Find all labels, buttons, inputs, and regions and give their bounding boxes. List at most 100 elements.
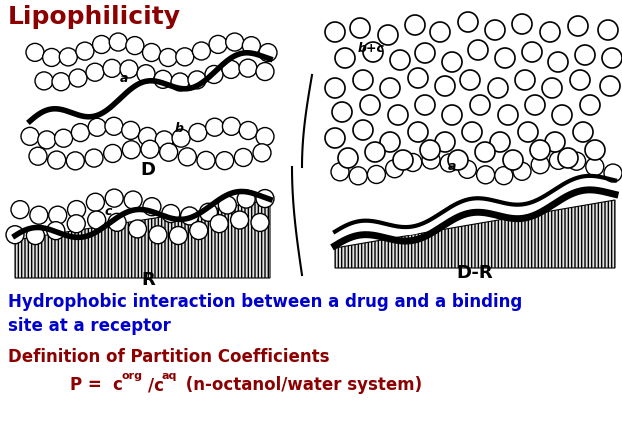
Circle shape [408,122,428,142]
Text: b+c: b+c [358,42,385,55]
Circle shape [129,220,147,238]
Circle shape [602,48,622,68]
Circle shape [600,76,620,96]
Circle shape [180,207,198,225]
Circle shape [109,33,128,51]
Polygon shape [15,200,270,278]
Circle shape [420,140,440,160]
Circle shape [360,95,380,115]
Circle shape [490,132,510,152]
Circle shape [189,123,207,142]
Circle shape [48,151,66,169]
Circle shape [226,33,244,51]
Text: Lipophilicity: Lipophilicity [8,5,181,29]
Circle shape [29,147,47,165]
Circle shape [540,22,560,42]
Circle shape [386,160,404,178]
Circle shape [49,206,67,224]
Circle shape [568,16,588,36]
Circle shape [172,129,190,147]
Circle shape [325,78,345,98]
Circle shape [124,191,142,209]
Circle shape [513,162,531,180]
Circle shape [256,190,274,208]
Circle shape [405,15,425,35]
Circle shape [253,144,271,162]
Circle shape [388,105,408,125]
Circle shape [176,48,194,66]
Circle shape [223,117,241,135]
Circle shape [598,20,618,40]
Circle shape [154,70,172,88]
Circle shape [239,122,258,140]
Circle shape [331,163,349,181]
Circle shape [108,213,126,232]
Circle shape [209,36,227,54]
Circle shape [488,78,508,98]
Circle shape [435,132,455,152]
Circle shape [332,102,352,122]
Circle shape [171,73,189,91]
Circle shape [460,70,480,90]
Text: P =: P = [70,376,108,394]
Text: a: a [448,160,457,173]
Text: a: a [120,72,128,85]
Circle shape [325,22,345,42]
Circle shape [126,37,144,55]
Circle shape [85,149,103,167]
Circle shape [143,198,161,216]
Circle shape [558,148,578,168]
Circle shape [349,167,367,185]
Circle shape [72,124,90,142]
Circle shape [338,148,358,168]
Circle shape [103,59,121,77]
Text: (n-octanol/water system): (n-octanol/water system) [180,376,422,394]
Circle shape [218,196,236,214]
Circle shape [120,60,138,78]
Circle shape [47,222,65,240]
Circle shape [518,122,538,142]
Circle shape [169,226,187,244]
Circle shape [525,95,545,115]
Circle shape [353,120,373,140]
Text: c: c [112,376,122,394]
Circle shape [88,118,106,136]
Circle shape [442,52,462,72]
Circle shape [462,122,482,142]
Circle shape [495,48,515,68]
Circle shape [475,142,495,162]
Circle shape [430,22,450,42]
Circle shape [442,105,462,125]
Circle shape [200,203,218,221]
Circle shape [531,156,549,174]
Circle shape [512,14,532,34]
Circle shape [390,50,410,70]
Circle shape [363,42,383,62]
Circle shape [548,52,568,72]
Polygon shape [335,200,615,268]
Circle shape [522,42,542,62]
Circle shape [137,65,155,83]
Circle shape [123,141,141,159]
Circle shape [353,70,373,90]
Circle shape [575,45,595,65]
Circle shape [234,149,253,166]
Circle shape [448,150,468,170]
Circle shape [415,95,435,115]
Circle shape [59,48,77,66]
Circle shape [498,105,518,125]
Circle shape [188,71,206,89]
Circle shape [38,131,56,149]
Circle shape [149,226,167,244]
Circle shape [350,18,370,38]
Circle shape [468,40,488,60]
Circle shape [68,201,86,219]
Circle shape [197,152,215,169]
Circle shape [515,70,535,90]
Circle shape [86,193,104,211]
Circle shape [365,142,385,162]
Circle shape [122,122,140,140]
Text: R: R [141,271,155,289]
Circle shape [568,152,585,170]
Circle shape [573,122,593,142]
